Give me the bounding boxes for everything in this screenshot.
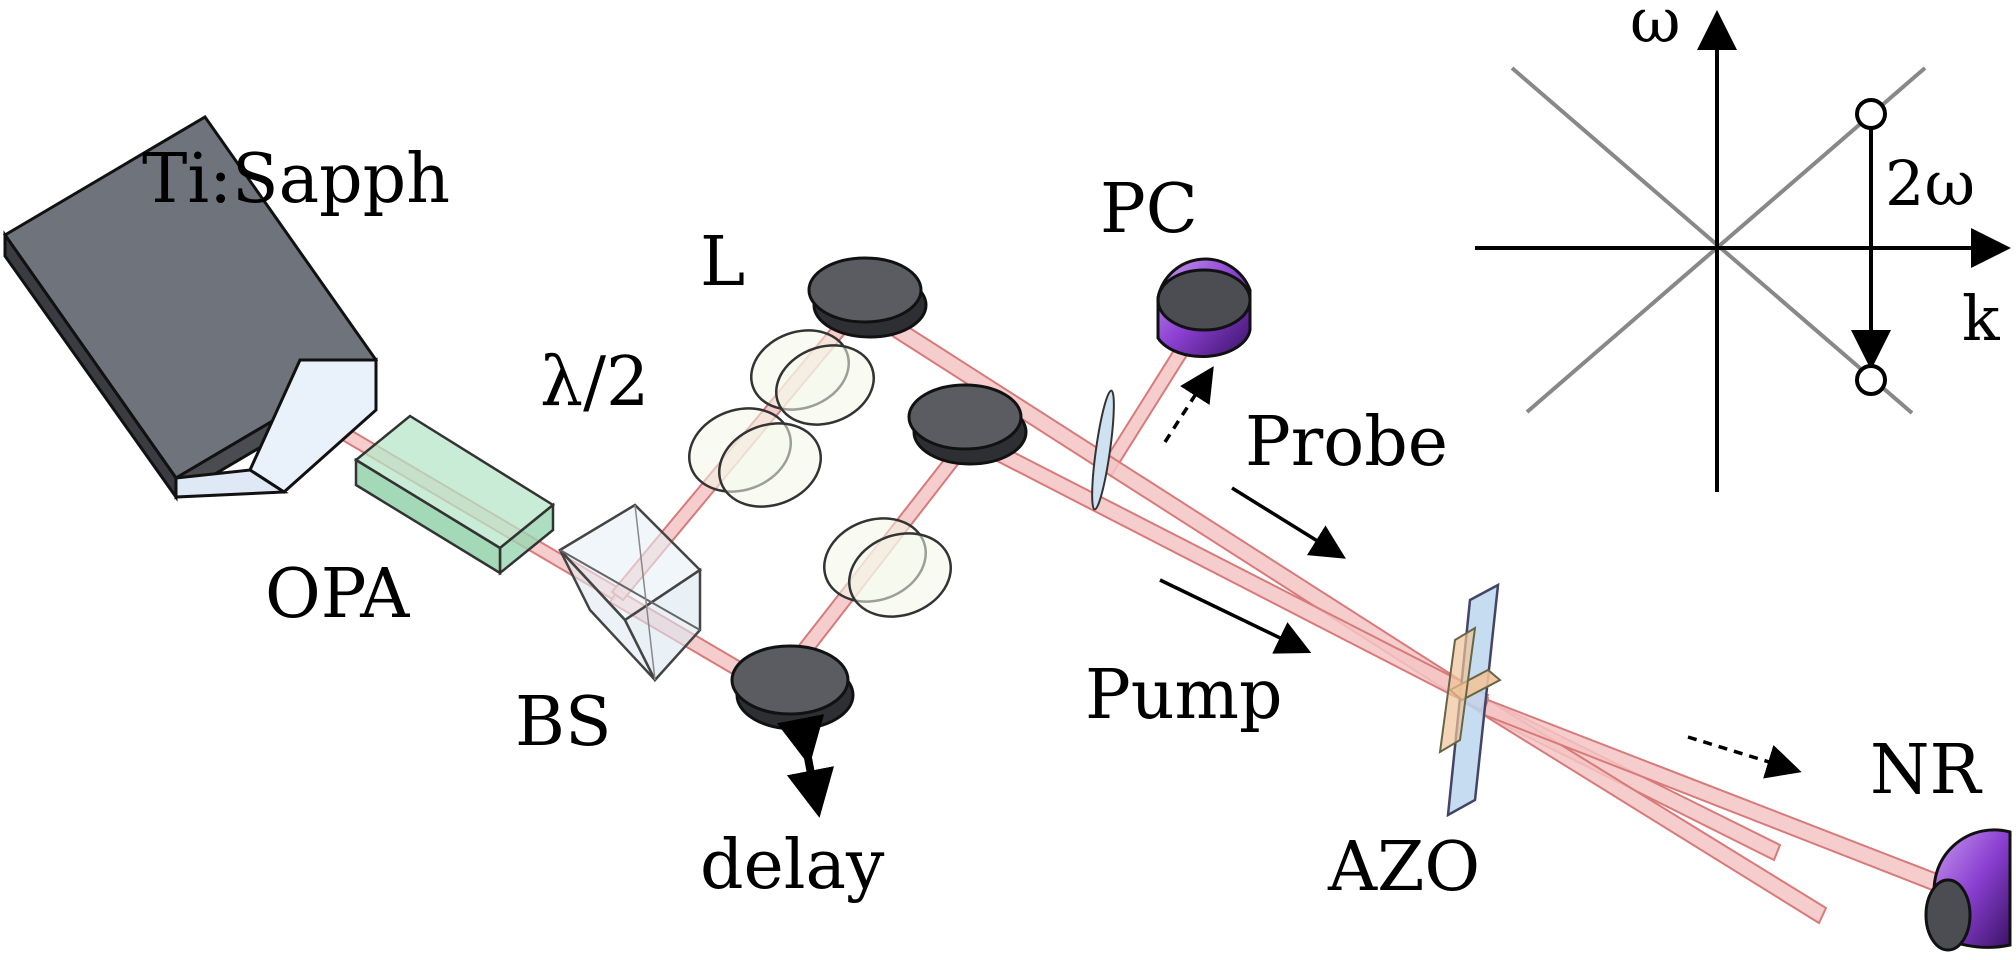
ti-sapph-laser	[2, 115, 379, 502]
sample-azo	[1438, 582, 1502, 818]
label-azo: AZO	[1327, 828, 1480, 907]
mirror-delay	[730, 644, 855, 731]
nr-dashed-arrow	[1687, 735, 1802, 779]
inset-k-label: k	[1962, 282, 2000, 355]
label-pc: PC	[1100, 170, 1198, 249]
beam-splitter-cube	[558, 503, 702, 683]
inset-light-cone-2	[1525, 66, 1927, 414]
delay-double-arrow	[776, 714, 835, 818]
label-lens: L	[700, 223, 745, 302]
label-probe: Probe	[1245, 403, 1448, 482]
label-bs: BS	[515, 683, 612, 762]
inset-light-cone-1	[1510, 66, 1914, 415]
half-wave-plate	[688, 407, 822, 508]
label-pump: Pump	[1085, 656, 1283, 735]
opa-crystal	[353, 414, 556, 576]
mirror-top	[807, 256, 928, 339]
inset-state-upper	[1855, 98, 1887, 130]
label-ti-sapph: Ti:Sapph	[142, 140, 450, 219]
pickoff-plate	[1091, 389, 1115, 511]
dispersion-inset: ω k 2ω	[1475, 0, 2011, 492]
lens-lower-arm	[823, 517, 952, 618]
label-delay: delay	[700, 826, 885, 905]
detector-nr	[1924, 828, 2012, 952]
inset-omega-label: ω	[1630, 0, 1681, 57]
label-half-wave: λ/2	[540, 343, 649, 422]
pc-dashed-arrow	[1163, 366, 1214, 443]
inset-state-lower	[1855, 364, 1887, 396]
mirror-middle	[907, 383, 1028, 466]
probe-arrow	[1231, 486, 1346, 559]
photodetector-pc	[1156, 257, 1252, 358]
label-nr: NR	[1870, 731, 1983, 810]
lens-l	[750, 329, 875, 426]
inset-2omega-label: 2ω	[1885, 147, 1975, 220]
label-opa: OPA	[265, 555, 410, 634]
pump-arrow	[1159, 578, 1312, 654]
